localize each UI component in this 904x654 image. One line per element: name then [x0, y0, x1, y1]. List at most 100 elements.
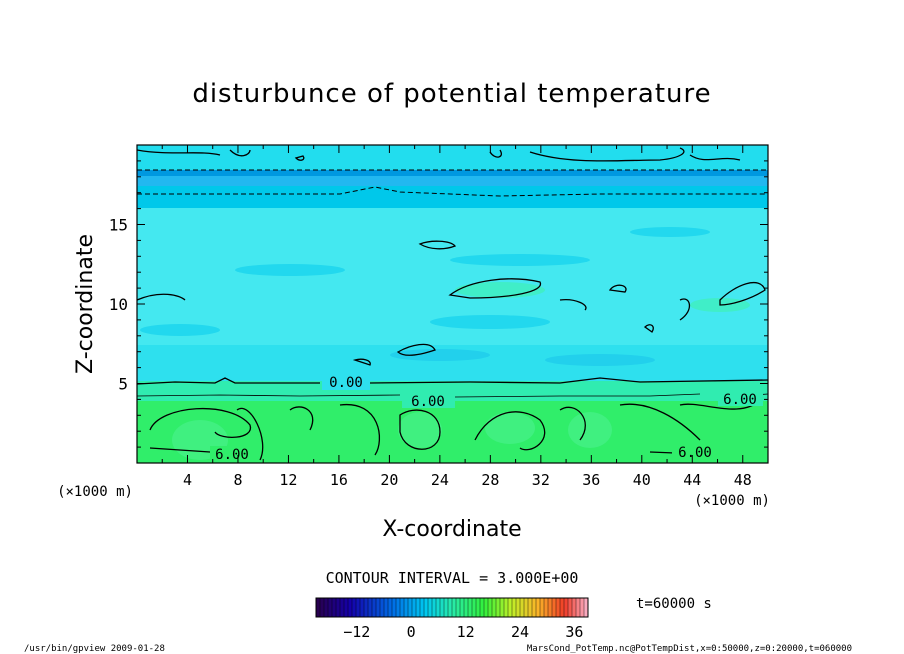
colorbar-cell	[544, 598, 549, 617]
colorbar-tick-label: 12	[457, 623, 475, 641]
field-band-dark	[137, 170, 768, 176]
field-band-blue2	[137, 186, 768, 208]
colorbar-cell	[324, 598, 329, 617]
colorbar-cell	[568, 598, 573, 617]
colorbar-cell	[536, 598, 541, 617]
colorbar-tick-label: −12	[343, 623, 370, 641]
colorbar-cell	[436, 598, 441, 617]
x-tick-label: 40	[633, 471, 651, 489]
contour-label: 6.00	[215, 447, 249, 463]
x-tick-label: 12	[279, 471, 297, 489]
colorbar-cell	[448, 598, 453, 617]
colorbar-cell	[560, 598, 565, 617]
x-tick-label: 20	[380, 471, 398, 489]
y-tick-label: 15	[109, 216, 128, 235]
contour-labels: 0.00 6.00 6.00 6.00 6.00	[210, 375, 763, 463]
colorbar-cell	[432, 598, 437, 617]
x-tick-label: 36	[582, 471, 600, 489]
colorbar-cell	[576, 598, 581, 617]
colorbar-ticks: −12 0 12 24 36	[343, 623, 583, 641]
colorbar-cell	[464, 598, 469, 617]
colorbar-cell	[564, 598, 569, 617]
colorbar-cell	[328, 598, 333, 617]
colorbar-cell	[460, 598, 465, 617]
colorbar-cell	[360, 598, 365, 617]
colorbar-cell	[476, 598, 481, 617]
colorbar-cell	[444, 598, 449, 617]
x-tick-label: 44	[683, 471, 701, 489]
contour-label: 6.00	[411, 394, 445, 410]
colorbar-cell	[472, 598, 477, 617]
colorbar-cell	[416, 598, 421, 617]
colorbar-cell	[404, 598, 409, 617]
colorbar-cell	[572, 598, 577, 617]
field-band-mid	[137, 176, 768, 186]
colorbar-cell	[540, 598, 545, 617]
field-band-top	[137, 145, 768, 170]
plot-area: 0.00 6.00 6.00 6.00 6.00	[137, 145, 768, 463]
x-tick-label: 32	[532, 471, 550, 489]
contour-interval: CONTOUR INTERVAL = 3.000E+00	[326, 569, 579, 587]
colorbar-cell	[556, 598, 561, 617]
contour-label: 6.00	[723, 392, 757, 408]
colorbar-cell	[584, 598, 589, 617]
colorbar-cell	[420, 598, 425, 617]
colorbar-cell	[412, 598, 417, 617]
x-tick-label: 24	[431, 471, 449, 489]
x-unit-right: (×1000 m)	[694, 493, 770, 509]
colorbar-cell	[508, 598, 513, 617]
colorbar-cell	[504, 598, 509, 617]
colorbar-cell	[400, 598, 405, 617]
colorbar-cell	[440, 598, 445, 617]
x-axis-label: X-coordinate	[382, 517, 521, 542]
contour-label: 6.00	[678, 445, 712, 461]
colorbar-tick-label: 36	[565, 623, 583, 641]
colorbar-cell	[424, 598, 429, 617]
colorbar-cell	[356, 598, 361, 617]
colorbar-cell	[320, 598, 325, 617]
colorbar-cell	[340, 598, 345, 617]
colorbar-cell	[488, 598, 493, 617]
colorbar-cell	[520, 598, 525, 617]
colorbar-cell	[344, 598, 349, 617]
colorbar-cell	[500, 598, 505, 617]
colorbar-cell	[484, 598, 489, 617]
time-label: t=60000 s	[636, 596, 712, 612]
colorbar-cell	[332, 598, 337, 617]
colorbar	[315, 598, 589, 617]
footer-left: /usr/bin/gpview 2009-01-28	[24, 644, 165, 654]
colorbar-cell	[316, 598, 321, 617]
x-tick-label: 4	[183, 471, 192, 489]
colorbar-cell	[468, 598, 473, 617]
colorbar-cell	[548, 598, 553, 617]
colorbar-cell	[428, 598, 433, 617]
colorbar-cell	[364, 598, 369, 617]
y-tick-label: 10	[109, 295, 128, 314]
x-tick-label: 16	[330, 471, 348, 489]
colorbar-tick-label: 0	[407, 623, 416, 641]
colorbar-cell	[380, 598, 385, 617]
footer-right: MarsCond_PotTemp.nc@PotTempDist,x=0:5000…	[527, 644, 852, 654]
x-tick-label: 28	[481, 471, 499, 489]
contour-lines	[137, 147, 768, 461]
x-unit-left: (×1000 m)	[57, 484, 133, 500]
colorbar-cell	[368, 598, 373, 617]
colorbar-cell	[456, 598, 461, 617]
colorbar-cell	[580, 598, 585, 617]
x-axis: 4 8 12 16 20 24 28 32 36 40 44 48	[161, 145, 752, 489]
y-tick-label: 5	[118, 375, 128, 394]
colorbar-cell	[392, 598, 397, 617]
x-tick-label: 48	[734, 471, 752, 489]
colorbar-cell	[480, 598, 485, 617]
colorbar-frame	[315, 597, 589, 618]
colorbar-cell	[492, 598, 497, 617]
contour-label: 0.00	[329, 375, 363, 391]
colorbar-cell	[532, 598, 537, 617]
colorbar-cell	[396, 598, 401, 617]
colorbar-cell	[496, 598, 501, 617]
x-tick-label: 8	[233, 471, 242, 489]
colorbar-cell	[352, 598, 357, 617]
colorbar-cell	[376, 598, 381, 617]
colorbar-cell	[348, 598, 353, 617]
